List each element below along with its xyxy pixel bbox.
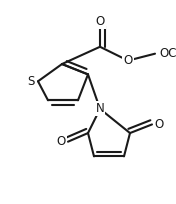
Text: OCH₃: OCH₃ (159, 47, 176, 60)
Text: O: O (123, 54, 133, 67)
Text: O: O (57, 135, 66, 148)
Text: N: N (96, 102, 104, 115)
Text: S: S (28, 75, 35, 88)
Text: O: O (154, 118, 163, 131)
Text: O: O (95, 15, 105, 28)
